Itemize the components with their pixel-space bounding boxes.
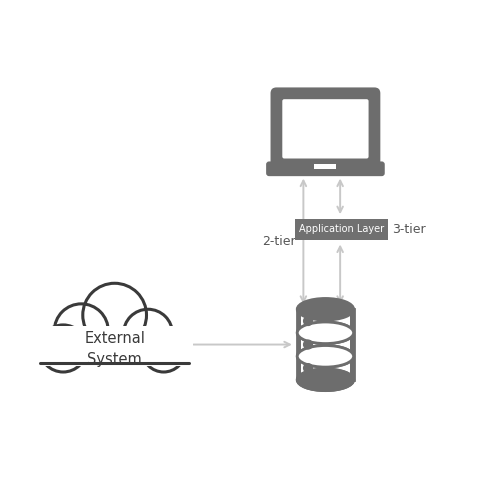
FancyBboxPatch shape xyxy=(301,309,350,333)
Polygon shape xyxy=(297,333,354,356)
FancyBboxPatch shape xyxy=(271,87,380,170)
Circle shape xyxy=(83,283,147,347)
Ellipse shape xyxy=(297,369,354,390)
Text: 3-tier: 3-tier xyxy=(392,223,426,236)
Ellipse shape xyxy=(297,346,354,367)
FancyBboxPatch shape xyxy=(282,99,369,159)
Circle shape xyxy=(54,304,108,358)
Circle shape xyxy=(304,340,312,349)
Ellipse shape xyxy=(297,346,354,367)
Text: External
System: External System xyxy=(84,331,145,367)
Ellipse shape xyxy=(297,322,354,344)
Text: Application Layer: Application Layer xyxy=(299,224,384,234)
FancyBboxPatch shape xyxy=(301,356,350,380)
FancyBboxPatch shape xyxy=(295,218,388,240)
Circle shape xyxy=(304,317,312,325)
Circle shape xyxy=(142,329,185,372)
FancyBboxPatch shape xyxy=(314,164,336,169)
Polygon shape xyxy=(297,309,354,333)
Circle shape xyxy=(124,309,172,358)
Circle shape xyxy=(40,325,87,372)
Text: 2-tier: 2-tier xyxy=(262,235,296,247)
Circle shape xyxy=(304,364,312,373)
Ellipse shape xyxy=(297,298,354,320)
FancyBboxPatch shape xyxy=(301,333,350,356)
FancyBboxPatch shape xyxy=(36,326,193,366)
Ellipse shape xyxy=(297,369,354,390)
FancyBboxPatch shape xyxy=(266,161,385,176)
Ellipse shape xyxy=(297,322,354,344)
Polygon shape xyxy=(297,356,354,380)
